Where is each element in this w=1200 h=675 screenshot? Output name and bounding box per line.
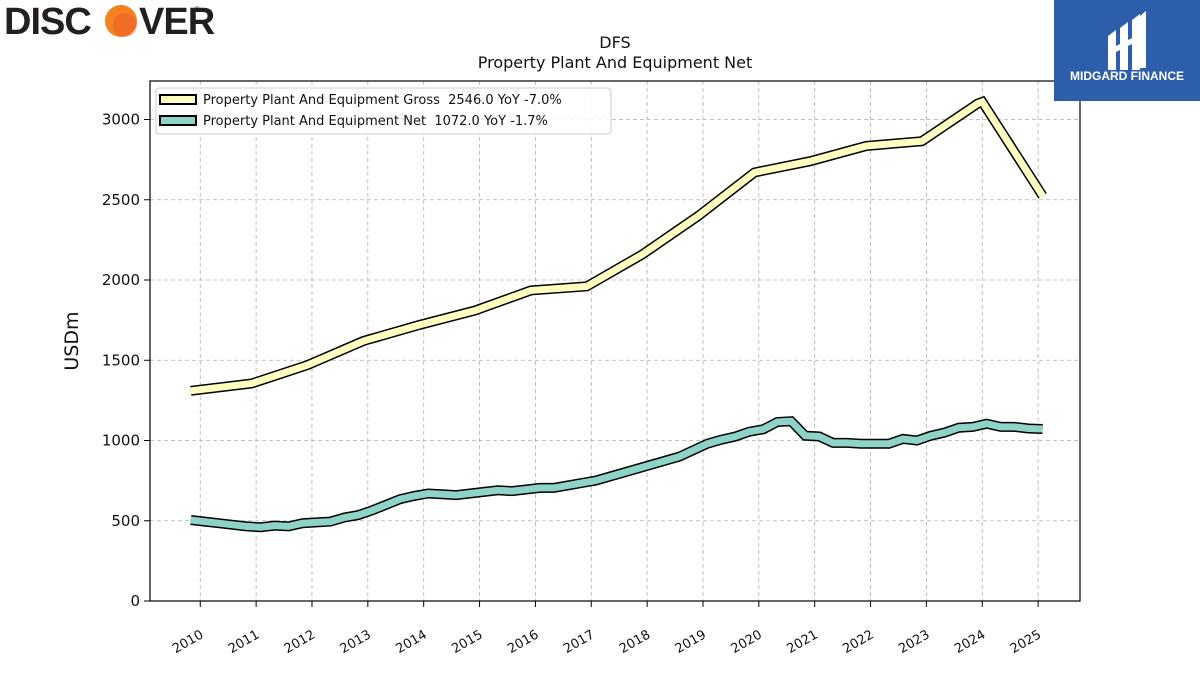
x-tick-label: 2015 — [449, 627, 485, 657]
legend-swatch-net — [159, 115, 197, 126]
legend-swatch-gross — [159, 94, 197, 105]
x-tick-label: 2011 — [226, 627, 262, 657]
grid-lines — [150, 81, 1080, 601]
y-axis-ticks: 0 500 1000 1500 2000 2500 3000 — [102, 111, 150, 610]
y-tick-label: 1000 — [102, 432, 140, 450]
y-tick-label: 500 — [111, 512, 140, 530]
x-tick-label: 2012 — [282, 627, 318, 657]
y-axis-label: USDm — [61, 311, 83, 370]
discover-orange-circle-icon — [105, 5, 137, 37]
midgard-mh-logo-icon — [1108, 11, 1146, 70]
y-tick-label: 2500 — [102, 191, 140, 209]
x-tick-label: 2023 — [896, 627, 932, 657]
legend-label-gross: Property Plant And Equipment Gross 2546.… — [203, 93, 562, 108]
legend-label-net: Property Plant And Equipment Net 1072.0 … — [203, 114, 548, 129]
x-tick-label: 2022 — [840, 627, 876, 657]
y-tick-label: 3000 — [102, 111, 140, 129]
x-tick-label: 2013 — [338, 627, 374, 657]
plot-area-frame — [149, 80, 1081, 602]
chart-subtitle: Property Plant And Equipment Net — [477, 53, 753, 72]
x-axis-ticks: 2010 2011 2012 2013 2014 2015 2016 2017 2018 2019… — [170, 601, 1044, 657]
x-tick-label: 2017 — [561, 627, 597, 657]
x-tick-label: 2018 — [617, 627, 653, 657]
y-tick-label: 0 — [130, 592, 140, 610]
legend: Property Plant And Equipment Gross 2546.… — [155, 87, 612, 135]
series-net-line — [190, 417, 1043, 531]
y-tick-label: 2000 — [102, 271, 140, 289]
discover-logo-text-left: DISC — [4, 1, 91, 43]
midgard-finance-logo: MIDGARD FINANCE — [1054, 0, 1200, 101]
discover-logo-text-right: VER — [139, 1, 215, 43]
x-tick-label: 2016 — [505, 627, 541, 657]
x-tick-label: 2019 — [673, 627, 709, 657]
x-tick-label: 2020 — [729, 627, 765, 657]
midgard-logo-text: MIDGARD FINANCE — [1070, 69, 1184, 83]
x-tick-label: 2010 — [170, 627, 206, 657]
chart-title: DFS — [599, 33, 631, 52]
x-tick-label: 2021 — [785, 627, 821, 657]
series-lines — [190, 95, 1047, 533]
x-tick-label: 2025 — [1008, 627, 1044, 657]
legend-box — [155, 87, 612, 135]
discover-circle-shade — [113, 13, 137, 37]
discover-logo: DISC VER ® — [4, 1, 216, 43]
y-tick-label: 1500 — [102, 351, 140, 369]
x-tick-label: 2014 — [394, 627, 430, 657]
x-tick-label: 2024 — [952, 627, 988, 657]
discover-registered-mark: ® — [194, 5, 200, 14]
series-gross-line — [190, 97, 1046, 395]
